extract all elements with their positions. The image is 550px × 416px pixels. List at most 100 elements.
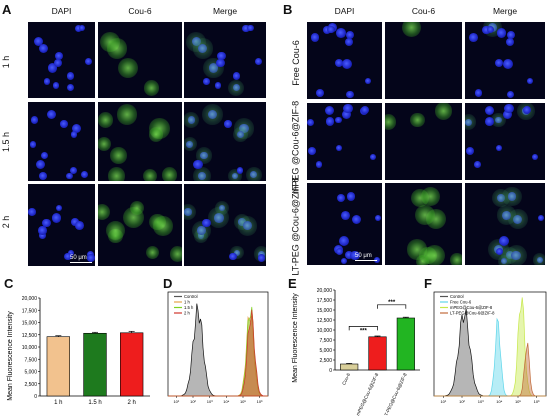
nucleus [31,116,39,124]
panel-label-b: B [283,2,293,17]
row-label-1-5h: 1.5 h [1,131,11,153]
cytoplasm-signal [490,112,506,128]
c-category-label: 1 h [54,400,62,406]
nucleus [38,226,47,235]
a-micrograph-r3-c2 [98,184,182,266]
scale-label-b: 50 μm [355,253,372,259]
nucleus [334,59,343,68]
cytoplasm-signal [420,186,440,207]
cytoplasm-signal [107,167,125,181]
cytoplasm-signal [98,203,111,221]
c-bar [46,336,71,397]
nucleus [51,212,62,223]
panel-label-a: A [2,2,12,17]
nucleus [224,120,232,128]
bar-chart-e: Mean Fluorescence Intensity 0 2,500 5,000 7… [292,288,420,416]
nucleus [217,52,226,61]
nucleus [507,192,517,201]
col-header-merge-b: Merge [492,6,518,16]
d-xtick-label: 10³ [207,399,213,404]
e-significance-label: *** [360,328,368,334]
nucleus [346,192,356,201]
nucleus [87,254,95,262]
cytoplasm-signal [533,253,545,265]
nucleus [35,159,45,169]
nucleus [307,118,315,126]
cytoplasm-signal [184,137,197,152]
nucleus [502,110,512,120]
nucleus [345,90,354,99]
a-micrograph-r1-c1 [28,22,95,98]
nucleus [505,251,514,260]
cytoplasm-signal [130,201,145,216]
c-ytick-label: 7,500 [24,357,37,363]
cytoplasm-signal [107,38,128,59]
cytoplasm-signal [142,168,158,181]
a-micrograph-r2-c2 [98,102,182,181]
row-label-ltpeg: LT-PEG @Cou-6@ZIF-8 [290,177,301,276]
nucleus [52,82,60,89]
nucleus [214,82,222,89]
cytoplasm-signal [434,103,453,120]
e-ytick-label: 17,500 [317,298,333,304]
col-header-cou6-b: Cou-6 [411,6,436,16]
f-xtick-label: 10⁶ [534,399,540,404]
d-xtick-label: 10⁶ [257,399,263,404]
nucleus [184,208,192,216]
nucleus [484,117,494,126]
f-histogram-4 [434,342,546,397]
cytoplasm-signal [245,166,262,181]
nucleus [532,153,539,160]
nucleus [200,151,208,160]
nucleus [374,215,381,222]
b-micrograph-r1-c2 [385,22,462,99]
cytoplasm-signal [416,254,430,265]
c-bars: 1 h 1.5 h 2 h [46,330,144,406]
nucleus [345,37,354,46]
c-ytick-label: 20,000 [22,296,38,302]
nucleus [39,43,49,54]
a-micrograph-r1-c2 [98,22,182,98]
e-category-label: Cou-6 [341,372,351,386]
nucleus [187,116,196,124]
nucleus [511,250,521,261]
nucleus [346,30,355,39]
col-header-cou6-a: Cou-6 [128,6,152,16]
nucleus [325,117,335,126]
nucleus [335,247,343,255]
cytoplasm-signal [193,167,211,181]
cytoplasm-signal [507,209,528,230]
nucleus [236,167,244,175]
bar-chart-c: Mean Fluorescence Intensity 0 2,500 5,000 7… [7,296,150,406]
cytoplasm-signal [215,201,230,216]
nucleus [338,236,349,246]
b-micrograph-r1-c1 [307,22,382,99]
nucleus [495,116,502,124]
e-ytick-label: 20,000 [317,288,333,294]
nucleus [47,63,57,73]
nucleus [465,118,473,126]
nucleus [526,77,533,84]
panel-label-d: D [163,276,173,291]
b-micrograph-r3-c2 [385,183,462,265]
nucleus [341,58,352,69]
nucleus [56,205,63,212]
b-micrograph-r2-c2 [385,103,462,180]
nucleus [468,33,478,42]
cytoplasm-signal [465,114,477,130]
nucleus [310,33,320,42]
c-ytick-label: 17,500 [22,308,38,314]
cytoplasm-signal [143,79,160,96]
nucleus [504,103,514,114]
c-category-label: 2 h [127,400,135,406]
b-micrograph-r1-c3 [465,22,545,99]
e-ylabel: Mean Fluorescence Intensity [292,293,299,383]
nucleus [71,123,82,134]
cytoplasm-signal [184,112,200,129]
nucleus [341,210,351,220]
d-xtick-label: 10² [190,399,196,404]
cytoplasm-signal [505,245,527,265]
cytoplasm-signal [401,22,422,37]
nucleus [325,106,335,116]
